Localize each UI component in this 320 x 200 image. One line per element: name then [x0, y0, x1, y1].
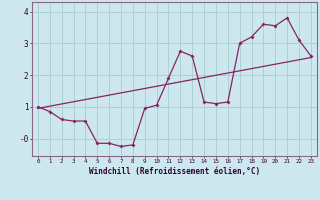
X-axis label: Windchill (Refroidissement éolien,°C): Windchill (Refroidissement éolien,°C) [89, 167, 260, 176]
